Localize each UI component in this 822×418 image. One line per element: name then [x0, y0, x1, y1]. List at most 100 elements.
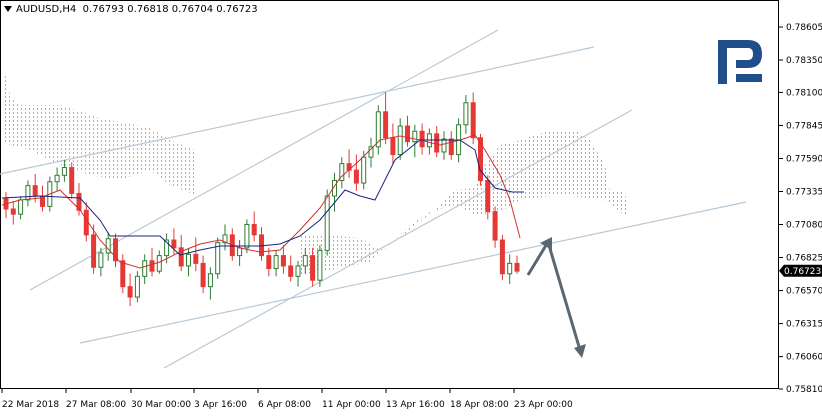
candle [120, 254, 126, 294]
candle [280, 245, 286, 274]
candle [448, 131, 454, 160]
trendline[interactable] [163, 109, 633, 369]
candle [127, 273, 133, 307]
x-tick-label: 22 Mar 2018 [2, 400, 59, 410]
x-tick-label: 30 Mar 00:00 [131, 400, 191, 410]
x-tick-label: 18 Apr 08:00 [450, 400, 509, 410]
candle [251, 211, 257, 242]
x-tick-label: 3 Apr 16:00 [194, 400, 247, 410]
candle [178, 234, 184, 272]
candle [25, 180, 31, 207]
candle [419, 123, 425, 155]
cloud-segment [2, 90, 20, 130]
candle [507, 254, 513, 285]
candle [441, 131, 447, 160]
y-tick-label: 0.77590 [786, 154, 822, 164]
y-tick-label: 0.76570 [786, 287, 822, 297]
high-value: 0.76818 [127, 4, 169, 15]
y-tick-label: 0.76825 [786, 254, 822, 264]
close-value: 0.76723 [216, 4, 258, 15]
candle [310, 247, 316, 287]
candle [69, 162, 75, 199]
candle [54, 167, 60, 191]
candle [368, 137, 374, 168]
plot-frame [0, 0, 779, 389]
candle [113, 233, 118, 268]
candle [10, 201, 16, 225]
arrow-head-up-icon [540, 237, 552, 250]
x-tick-label: 11 Apr 00:00 [322, 400, 381, 410]
candle [142, 254, 148, 285]
tenkan-line [1, 134, 521, 269]
candle [324, 189, 330, 256]
y-tick-label: 0.77335 [786, 187, 822, 197]
candle [499, 234, 505, 281]
candle [434, 126, 440, 158]
candle [332, 172, 337, 212]
candle [207, 267, 213, 300]
candle [514, 255, 520, 274]
dropdown-triangle-icon[interactable] [4, 6, 12, 12]
candle [492, 206, 498, 248]
candle [463, 94, 469, 134]
candle [266, 247, 272, 277]
symbol-label: AUDUSD,H4 [16, 4, 77, 15]
candle [288, 255, 294, 282]
candle [397, 118, 403, 160]
cloud-segment [2, 60, 195, 195]
candle [485, 175, 491, 220]
y-axis: 0.78605 0.78350 0.78100 0.77845 0.77590 0.773… [779, 23, 822, 395]
candle [302, 247, 308, 274]
kijun-line [1, 139, 524, 256]
y-tick-label: 0.75810 [786, 385, 822, 395]
candle [76, 183, 82, 216]
arrow-head-down-icon [574, 344, 586, 358]
x-tick-label: 6 Apr 08:00 [258, 400, 311, 410]
candle [295, 260, 301, 287]
x-tick-label: 27 Mar 08:00 [66, 400, 126, 410]
candle [317, 245, 323, 287]
candle [339, 157, 345, 189]
x-tick-label: 13 Apr 16:00 [386, 400, 445, 410]
y-tick-label: 0.77845 [786, 121, 822, 131]
chart-header: AUDUSD,H4 0.76793 0.76818 0.76704 0.7672… [4, 4, 258, 15]
x-tick-label: 23 Apr 00:00 [514, 400, 573, 410]
y-tick-label: 0.78100 [786, 88, 822, 98]
y-tick-label: 0.77080 [786, 221, 822, 231]
candle [91, 224, 97, 274]
current-price-tag: 0.76723 [779, 264, 822, 277]
current-price-label: 0.76723 [784, 267, 821, 277]
trendline[interactable] [0, 46, 595, 175]
trendline[interactable] [79, 201, 747, 344]
y-tick-label: 0.76060 [786, 353, 822, 363]
candle [412, 124, 418, 158]
candle [383, 92, 389, 145]
candle [61, 159, 67, 182]
candle [134, 271, 140, 303]
candle [200, 255, 206, 294]
candle [171, 228, 177, 255]
candle [105, 232, 111, 261]
x-axis: 22 Mar 2018 27 Mar 08:00 30 Mar 00:00 3 Apr… [1, 389, 573, 410]
candle [361, 150, 367, 190]
candle [149, 247, 155, 277]
low-value: 0.76704 [171, 4, 214, 15]
candle [375, 105, 381, 155]
y-tick-label: 0.78605 [786, 23, 822, 33]
candle [353, 154, 359, 191]
candle [273, 250, 279, 277]
candle [193, 237, 199, 272]
candle [244, 219, 250, 254]
candle [405, 115, 410, 147]
y-tick-label: 0.78350 [786, 56, 822, 66]
open-value: 0.76793 [82, 4, 125, 15]
y-tick-label: 0.76315 [786, 320, 822, 330]
rpk-logo [718, 40, 762, 84]
candle [98, 247, 104, 277]
candle [215, 237, 221, 279]
indicator-lines [1, 134, 524, 269]
price-tag-bg [779, 264, 822, 277]
forecast-arrow [526, 237, 586, 358]
